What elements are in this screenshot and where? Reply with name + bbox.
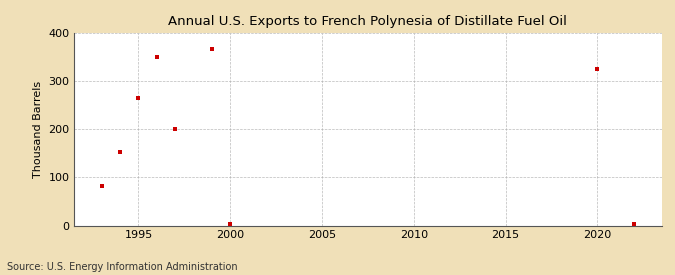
Point — [133, 96, 144, 100]
Point — [225, 222, 236, 226]
Y-axis label: Thousand Barrels: Thousand Barrels — [32, 81, 43, 178]
Point — [115, 150, 126, 154]
Point — [151, 55, 162, 59]
Point — [628, 222, 639, 226]
Point — [592, 66, 603, 71]
Title: Annual U.S. Exports to French Polynesia of Distillate Fuel Oil: Annual U.S. Exports to French Polynesia … — [169, 15, 567, 28]
Point — [207, 47, 217, 51]
Point — [170, 127, 181, 131]
Text: Source: U.S. Energy Information Administration: Source: U.S. Energy Information Administ… — [7, 262, 238, 272]
Point — [97, 183, 107, 188]
